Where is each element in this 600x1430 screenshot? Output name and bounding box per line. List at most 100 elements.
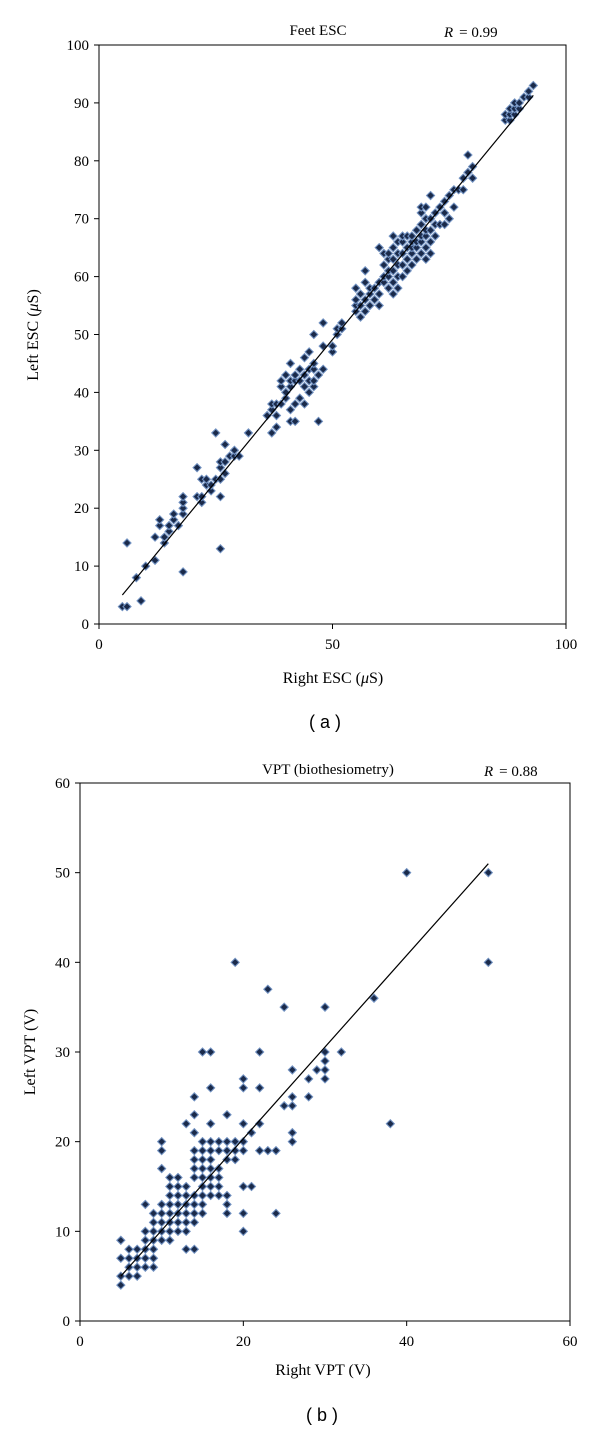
data-point — [458, 184, 469, 195]
y-tick-label: 40 — [55, 955, 70, 971]
x-tick-label: 100 — [555, 637, 578, 653]
data-point — [238, 1181, 249, 1192]
data-point — [238, 1208, 249, 1219]
data-point — [238, 1083, 249, 1093]
data-point — [173, 1226, 183, 1237]
data-point — [309, 364, 319, 375]
data-point — [421, 231, 431, 241]
data-point — [246, 1127, 257, 1138]
x-axis-ticks: 0 20 40 60 — [76, 1321, 578, 1350]
y-tick-label: 0 — [63, 1314, 71, 1330]
data-point — [197, 1163, 208, 1174]
data-point — [374, 242, 384, 253]
data-point — [279, 1101, 289, 1111]
x-tick-label: 40 — [399, 1334, 414, 1350]
data-point — [425, 190, 436, 201]
data-point — [303, 1074, 314, 1084]
data-point — [401, 867, 412, 878]
data-point — [383, 283, 394, 293]
y-tick-label: 0 — [82, 617, 90, 633]
data-point — [309, 376, 319, 386]
data-point — [295, 364, 305, 375]
data-point — [205, 1047, 216, 1057]
data-point — [214, 1136, 224, 1147]
data-point — [220, 439, 230, 450]
y-tick-label: 90 — [74, 96, 89, 112]
data-point — [295, 376, 305, 386]
data-point — [299, 352, 310, 363]
data-point — [411, 242, 422, 253]
data-point — [205, 1154, 216, 1165]
data-point — [355, 289, 366, 299]
data-point — [271, 410, 282, 421]
data-point — [303, 1092, 314, 1102]
y-tick-label: 20 — [74, 501, 89, 517]
data-point — [189, 1199, 200, 1210]
data-point — [189, 1109, 200, 1120]
data-point — [197, 1199, 208, 1210]
data-point — [276, 376, 286, 386]
data-point — [320, 1065, 330, 1075]
data-point — [360, 277, 370, 288]
data-point — [290, 399, 300, 409]
data-point — [230, 957, 240, 968]
data-point — [230, 1136, 240, 1147]
data-point — [397, 260, 408, 270]
data-point — [148, 1226, 159, 1237]
data-point — [449, 202, 459, 212]
data-point — [407, 231, 417, 241]
data-point — [263, 1145, 273, 1156]
data-point — [197, 1172, 208, 1183]
data-point — [165, 1190, 175, 1201]
data-point — [124, 1271, 134, 1281]
data-point — [320, 1074, 330, 1084]
data-point — [234, 451, 244, 461]
x-axis-label-text: Right ESC ( — [283, 670, 361, 687]
data-point — [254, 1118, 265, 1129]
annotation-variable: R — [443, 25, 453, 41]
data-point — [351, 294, 361, 305]
data-point — [439, 219, 450, 230]
data-point — [178, 497, 188, 508]
data-point — [407, 248, 417, 259]
data-point — [168, 515, 179, 525]
data-point — [416, 208, 427, 218]
data-point — [287, 1065, 298, 1075]
x-axis-label: Right ESC (μS) — [283, 670, 384, 687]
x-axis-ticks: 0 50 100 — [95, 624, 577, 653]
data-point — [181, 1190, 191, 1201]
data-point — [425, 225, 436, 236]
data-point — [140, 1235, 151, 1246]
x-tick-label: 20 — [236, 1334, 251, 1350]
data-point — [421, 254, 431, 265]
data-point — [312, 1065, 322, 1075]
data-point — [402, 254, 412, 265]
data-point — [360, 306, 370, 317]
data-point — [309, 381, 319, 392]
data-point — [287, 1092, 298, 1102]
data-point — [156, 1235, 167, 1246]
data-point — [388, 231, 398, 241]
data-point — [197, 1208, 208, 1219]
data-point — [136, 596, 146, 606]
data-point — [421, 242, 431, 253]
data-point — [189, 1154, 200, 1165]
data-point — [159, 532, 170, 542]
data-point — [397, 237, 408, 247]
data-point — [178, 567, 188, 577]
y-tick-label: 40 — [74, 385, 89, 401]
y-tick-label: 30 — [74, 443, 89, 459]
data-point — [397, 271, 408, 282]
data-point — [154, 515, 165, 525]
data-point — [189, 1217, 200, 1228]
data-point — [229, 445, 240, 456]
data-point — [483, 867, 494, 878]
data-point — [271, 1145, 281, 1156]
data-point — [222, 1109, 232, 1120]
data-point — [276, 381, 286, 392]
data-point — [435, 202, 445, 212]
data-point — [351, 283, 361, 293]
data-point — [369, 294, 380, 305]
data-point — [189, 1244, 200, 1255]
data-point — [360, 266, 370, 276]
